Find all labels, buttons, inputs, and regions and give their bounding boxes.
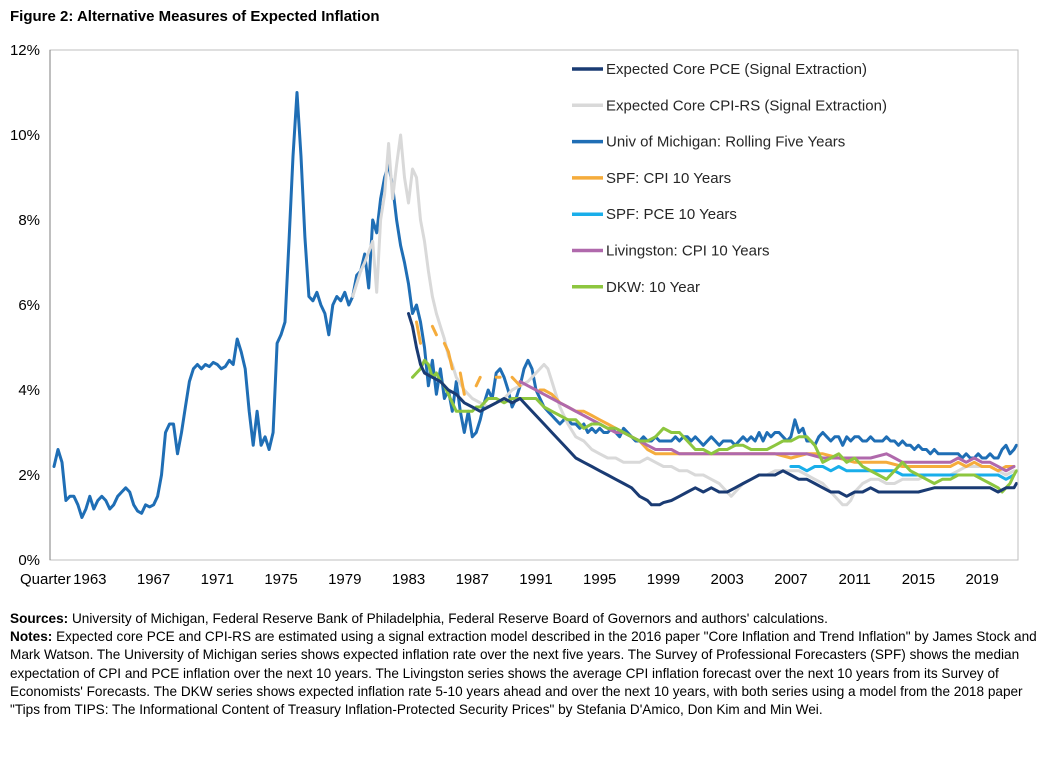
x-tick-label: 1967 (137, 571, 170, 588)
series-line-spf-cpi-10-years (458, 371, 466, 396)
legend: Expected Core PCE (Signal Extraction) Exp… (572, 61, 887, 296)
y-tick-label: 6% (18, 297, 40, 314)
x-tick-label: 1995 (583, 571, 616, 588)
series-line-spf-cpi-10-years (415, 320, 422, 345)
series-line-livingston-cpi-10-years (518, 380, 1016, 473)
x-tick-label: 1979 (328, 571, 361, 588)
x-tick-label: 2015 (902, 571, 935, 588)
sources-text: University of Michigan, Federal Reserve … (68, 611, 828, 626)
series-layer (52, 91, 1018, 519)
sources-line: Sources: University of Michigan, Federal… (10, 610, 1038, 628)
notes-label: Notes: (10, 629, 53, 645)
sources-label: Sources: (10, 611, 69, 626)
legend-label-expected-core-cpi-rs-signal-extraction: Expected Core CPI-RS (Signal Extraction) (606, 97, 887, 114)
plot-area-border (49, 49, 1019, 561)
y-tick-label: 0% (18, 552, 40, 569)
legend-label-spf-cpi-10-years: SPF: CPI 10 Years (606, 170, 731, 187)
series-line-univ-of-michigan-rolling-five-years (52, 91, 1018, 519)
figure-title: Figure 2: Alternative Measures of Expect… (10, 8, 380, 25)
x-tick-label: 1971 (201, 571, 234, 588)
axis-layer: 0% 2% 4% 6% 8% 10% 12% Quarter 1963 1967 1971 1975 1… (10, 42, 1019, 588)
series-line-spf-cpi-10-years (442, 341, 454, 371)
x-tick-label: 2019 (965, 571, 998, 588)
notes-block: Sources: University of Michigan, Federal… (10, 610, 1038, 719)
x-tick-label: 2011 (839, 571, 871, 588)
legend-label-spf-pce-10-years: SPF: PCE 10 Years (606, 206, 737, 223)
notes-text: Expected core PCE and CPI-RS are estimat… (10, 629, 1037, 718)
y-tick-label: 2% (18, 467, 40, 484)
series-line-spf-cpi-10-years (510, 375, 522, 388)
x-tick-label: 1975 (264, 571, 297, 588)
legend-label-dkw-10-year: DKW: 10 Year (606, 279, 700, 296)
x-tick-label: 1999 (647, 571, 680, 588)
x-tick-label: 1983 (392, 571, 425, 588)
x-tick-label: 1963 (73, 571, 106, 588)
y-tick-label: 10% (10, 127, 40, 144)
expected-inflation-chart: 0% 2% 4% 6% 8% 10% 12% Quarter 1963 1967 1971 1975 1… (10, 42, 1019, 588)
y-tick-label: 12% (10, 42, 40, 59)
legend-label-univ-of-michigan-rolling-five-years: Univ of Michigan: Rolling Five Years (606, 134, 845, 151)
series-line-dkw-10-year (411, 358, 1018, 494)
x-tick-label: 1987 (456, 571, 489, 588)
notes-line: Notes: Expected core PCE and CPI-RS are … (10, 628, 1038, 719)
x-axis-label: Quarter (20, 571, 71, 588)
x-tick-label: 2007 (774, 571, 807, 588)
x-tick-label: 1991 (519, 571, 552, 588)
series-line-spf-cpi-10-years (474, 375, 482, 388)
legend-label-livingston-cpi-10-years: Livingston: CPI 10 Years (606, 243, 769, 260)
series-line-expected-core-pce-signal-extraction (407, 312, 1018, 507)
series-line-spf-cpi-10-years (430, 324, 438, 337)
x-tick-label: 2003 (711, 571, 744, 588)
y-tick-label: 4% (18, 382, 40, 399)
legend-label-expected-core-pce-signal-extraction: Expected Core PCE (Signal Extraction) (606, 61, 867, 78)
y-tick-label: 8% (18, 212, 40, 229)
series-line-expected-core-cpi-rs-signal-extraction (351, 133, 1016, 507)
